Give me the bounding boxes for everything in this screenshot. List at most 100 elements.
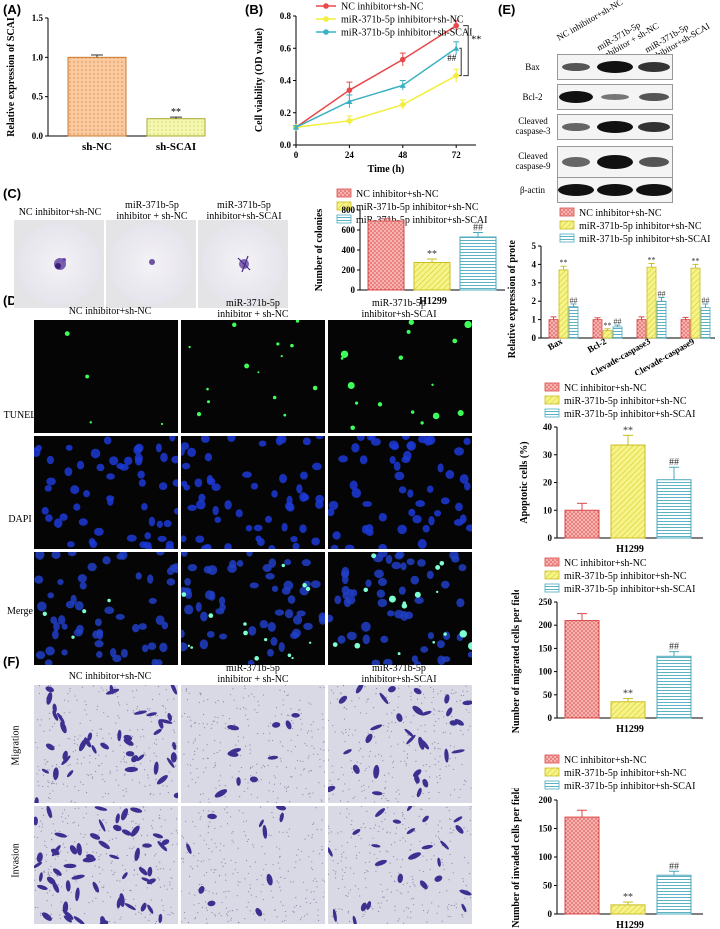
chartC-sig-2: ** [427,249,437,260]
chartE-bar [568,306,579,339]
chartF1-bar-1 [564,620,600,719]
chartF2-y-tick-label: 200 [539,795,553,805]
chartC-y-tick-label: 200 [342,265,356,275]
chartB-point [453,45,460,51]
chartA-y-tick-label: 0.5 [32,92,44,102]
legend-label-1: NC inhibitor+sh-NC [579,208,662,219]
chartE-sig: ## [570,296,578,305]
row-label-migration: Migration [10,725,22,766]
chartD-sig-3: ## [669,457,679,468]
legend-swatch-2 [544,570,560,580]
legend-label-1: NC inhibitor+sh-NC [356,189,439,200]
legend-label-2: miR-371b-5p inhibitor+sh-NC [356,202,479,213]
chart-d: 0 10 20 30 40 ** ## H1299 Apoptotic cells (%) [519,422,703,555]
transwell-caption-1: NC inhibitor+sh-NC [68,671,152,682]
blot-lane-labels: NC inhibitor+sh-NC miR-371b-5p inhibitor… [555,0,720,63]
chart-f-migration: 0 50 100 150 200 250 ** ## H1299 Number of migrat… [511,590,703,735]
colony-caption-3: miR-371b-5p inhibitor+sh-SCAI [206,200,282,222]
chartB-series-line-2 [295,75,457,129]
chartB-x-label: Time (h) [368,164,405,175]
chartB-legend-marker-3 [323,29,329,35]
chartF2-x-label: H1299 [616,920,644,929]
chartD-bar-2 [610,444,646,539]
panel-label-a: (A) [3,2,22,17]
blot-label-caspase9: Cleaved caspase-9 [515,151,551,171]
chartB-y-tick-label: 0.6 [280,43,292,53]
chartB-legend-label-3: miR-371b-5p inhibitor+sh-SCAI [341,28,472,39]
colony-dish-3 [198,220,288,308]
legend-swatch-3 [544,583,560,593]
chartD-x-label: H1299 [616,544,644,555]
chartF2-y-tick-label: 0 [548,909,553,919]
chartB-point [452,72,460,80]
transwell-image [326,803,472,927]
chartF1-y-label: Number of migrated cells per field [511,590,522,733]
chartD-sig-2: ** [623,425,633,436]
chartA-bar-1 [67,56,127,137]
chartE-y-label: Relative expression of protein [507,240,518,358]
chart-a: 0.0 0.5 1.0 1.5 sh-NC ** sh-SCAI Relative expre… [6,13,206,153]
legend-label-1: NC inhibitor+sh-NC [564,558,647,569]
chart-b: 0.0 0.2 0.4 0.6 0.8 0 24 48 72 Time (h) Cell viabi… [254,2,481,176]
legend-d: NC inhibitor+sh-NC miR-371b-5p inhibitor+… [544,382,695,420]
legend-swatch-2 [336,201,352,211]
chartA-x-tick-label-2: sh-SCAI [156,141,196,153]
chartD-bar-3 [656,479,692,539]
chartC-y-tick-label: 800 [342,205,356,215]
chartE-x-tick-label-2: Bcl-2 [586,336,609,355]
chartC-x-label: H1299 [419,296,447,307]
chartE-bar [700,307,711,339]
legend-swatch-1 [544,382,560,392]
chartF1-y-tick-label: 50 [543,690,553,700]
legend-label-2: miR-371b-5p inhibitor+sh-NC [579,221,702,232]
transwell-image [34,682,183,808]
chartF1-bar-3 [656,655,692,719]
legend-label-3: miR-371b-5p inhibitor+sh-SCAI [579,234,710,245]
legend-swatch-2 [544,767,560,777]
chartE-y-tick-label: 3 [532,278,537,288]
chartB-legend-marker-2 [323,16,329,22]
legend-label-2: miR-371b-5p inhibitor+sh-NC [564,396,687,407]
fluorescence-image [327,431,476,552]
chartB-y-tick-label: 0.4 [280,76,292,86]
chartA-sig-2: ** [171,107,181,118]
chartF1-sig-2: ** [623,689,633,700]
legend-swatch-3 [336,214,352,224]
chartF1-x-label: H1299 [616,724,644,735]
blot-caspase3 [557,114,673,140]
chartC-bar-1 [367,220,405,291]
blot-label-caspase3: Cleaved caspase-3 [515,116,551,136]
chartD-y-tick-label: 30 [543,450,553,460]
row-label-invasion-wrap: Invasion [0,843,34,877]
chartB-legend-marker-1 [323,3,329,9]
chartE-y-tick-label: 4 [532,259,537,269]
chartB-point [345,117,353,125]
chart-f-invasion: 0 50 100 150 200 ** ## H1299 Number of invaded c… [511,788,703,929]
legend-label-3: miR-371b-5p inhibitor+sh-SCAI [564,781,695,792]
chartE-sig: ** [648,255,656,264]
chartB-point [400,56,406,63]
row-label-migration-wrap: Migration [0,726,34,766]
fluorescence-image [31,432,181,554]
chartD-y-tick-label: 40 [543,422,553,432]
legend-label-2: miR-371b-5p inhibitor+sh-NC [564,768,687,779]
legend-label-3: miR-371b-5p inhibitor+sh-SCAI [564,584,695,595]
legend-f-migration: NC inhibitor+sh-NC miR-371b-5p inhibitor+… [544,557,695,595]
chartB-x-tick-label: 48 [398,150,408,160]
blot-actin [557,177,673,203]
chartE-sig: ## [614,317,622,326]
chartF2-sig-2: ** [623,892,633,903]
blot-bcl2 [557,84,673,110]
chartB-point [399,101,407,109]
chartF2-bar-2 [610,904,646,915]
tunel-caption-2: miR-371b-5p inhibitor + sh-NC [217,298,289,320]
blot-label-bax: Bax [525,62,540,72]
chartE-sig: ** [560,258,568,267]
legend-label-1: NC inhibitor+sh-NC [564,383,647,394]
chartE-sig: ** [692,256,700,265]
chartB-series-line-3 [295,47,457,128]
chartE-bar [558,269,569,339]
chartA-y-label: Relative expression of SCAI [6,17,17,137]
chartF1-y-tick-label: 100 [539,667,553,677]
chartB-y-tick-label: 0.2 [280,108,292,118]
